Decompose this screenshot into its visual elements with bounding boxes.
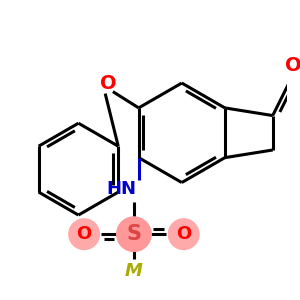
Text: O: O [285,56,300,75]
Text: HN: HN [106,180,136,198]
Circle shape [117,217,151,251]
Circle shape [69,219,100,250]
Text: O: O [100,74,116,94]
Text: S: S [126,224,141,244]
Text: O: O [176,225,191,243]
Circle shape [168,219,199,250]
Text: M: M [125,262,143,280]
Text: O: O [76,225,92,243]
